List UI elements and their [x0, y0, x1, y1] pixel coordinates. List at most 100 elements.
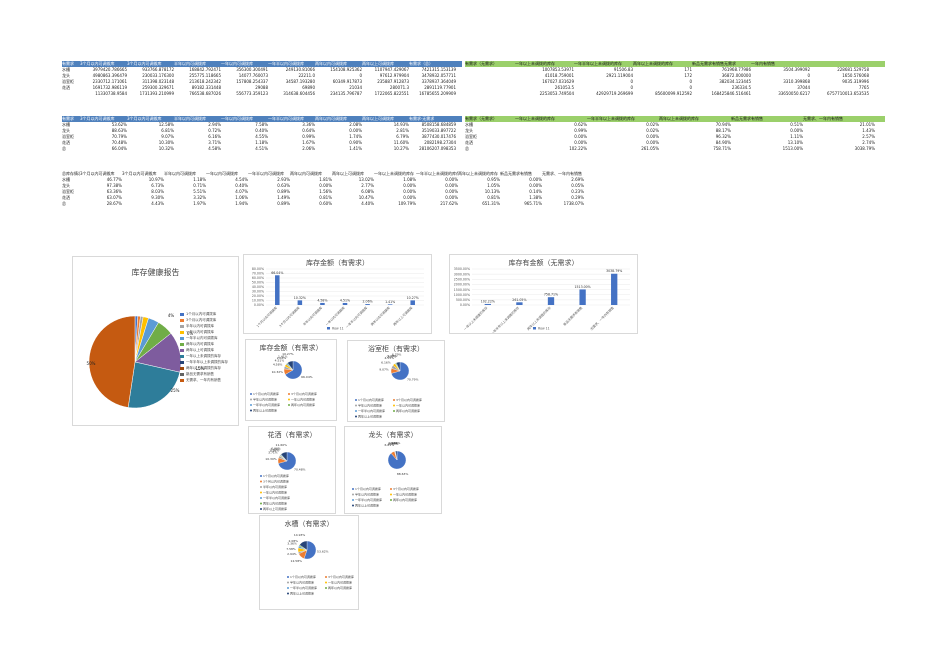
- table-row: 41018.759001 2921.119004 172 36872.000000 0 1…: [465, 73, 885, 79]
- pie-data-label: 50%: [87, 361, 96, 366]
- table-cell: 0.00%: [445, 195, 458, 200]
- x-tick-label: 无需求、一年内有销售: [589, 305, 615, 331]
- legend-item: 3个月以内可调拨库: [180, 317, 228, 323]
- pie-data-label: 9.07%: [379, 368, 389, 372]
- legend-swatch: [180, 312, 184, 316]
- table-cell: 4.51%: [255, 146, 268, 151]
- table-cell: 3877430.017476: [421, 134, 456, 139]
- table-cell: 22211.0: [298, 73, 315, 78]
- table-row: 浴室柜 63.36% 8.03% 5.51% 4.07% 0.89% 1.56% 6.08% 0…: [62, 189, 662, 195]
- table-cell: 88.63%: [111, 128, 127, 133]
- y-tick-label: 40.00%: [252, 285, 264, 289]
- chart-stock-amount-nodemand[interactable]: 库存有金额（无需求） 0.00% 500.00% 1000.00% 1500.00% 2…: [449, 254, 638, 334]
- legend-swatch: [325, 581, 327, 584]
- legend-label: 3个月以内可调拨库: [396, 397, 422, 402]
- bar: [320, 302, 325, 305]
- table-row: 浴室柜 2330712.171061 311398.023148 213618.242…: [62, 79, 462, 85]
- table-cell: 1691732.986119: [92, 85, 127, 90]
- table-total-stock: 总库存情况 3个月以内可调拨库 3个月以内可调拨库 半年以内可调拨库 一年以内可调拨库一…: [62, 171, 662, 207]
- table-cell: 0.00%: [319, 183, 332, 188]
- table-cell: 3519033.897722: [421, 128, 456, 133]
- legend-item: 一年半年以上未调拨的库存: [180, 359, 228, 365]
- y-tick-label: 3500.00%: [454, 267, 470, 271]
- legend-swatch: [260, 497, 262, 499]
- table-cell: 1738.07%: [563, 201, 584, 206]
- chart-pie-vanity-demand[interactable]: 浴室柜（有需求） 70.79% 9.07% 6.16% 4.55% 0.99% 1.74%…: [347, 340, 445, 422]
- table-cell: 2891119.77901: [424, 85, 456, 90]
- table-row: 龙头 97.38% 6.73% 0.71% 0.40% 0.63% 0.00% 2.77% 0.…: [62, 183, 662, 189]
- legend-item: 两年以上未调拨的库存: [180, 365, 228, 371]
- legend-swatch: [390, 493, 392, 496]
- legend-swatch: [260, 502, 262, 505]
- legend-swatch: [355, 415, 357, 418]
- y-tick-label: 0.00%: [460, 303, 470, 307]
- table-row: 总 66.04% 10.32% 4.58% 4.51% 2.06% 1.41% 10.27% 2…: [62, 146, 462, 152]
- table-cell: 1.97%: [193, 201, 206, 206]
- y-tick-label: 0.00%: [254, 303, 264, 307]
- legend-label: 一年半以内可调拨库: [355, 497, 382, 502]
- table-cell: 234135.796787: [330, 91, 362, 96]
- legend-swatch: [180, 354, 184, 358]
- legend-label: 1个月以内可调拨库: [263, 473, 289, 478]
- pie-small-amount: 66.04% 10.32% 4.58%4.51%2.06%1.41%10.27% 1个…: [250, 352, 317, 413]
- table-cell: 0.00%: [445, 189, 458, 194]
- pie-slice: [280, 451, 288, 462]
- header-cell: 3个月以内可调拨库: [127, 61, 162, 66]
- header-cell: 两年以内可调拨库: [315, 61, 347, 66]
- bar-data-label: 102.22%: [481, 299, 495, 303]
- legend-label: 一年以内可调拨库: [328, 580, 352, 585]
- table-cell: 0: [807, 73, 810, 78]
- legend-swatch: [288, 393, 290, 395]
- chart-pie-faucet-demand[interactable]: 龙头（有需求） 88.63% 6.81% 0.72% 0.40% 0.64% 2.81% 1…: [344, 426, 442, 514]
- table-cell: 2253053.749504: [539, 91, 574, 96]
- header-cell: 3个月以内可调拨库: [80, 61, 115, 66]
- table-cell: 0.72%: [208, 128, 221, 133]
- pie-small-faucet: 88.63% 6.81%0.72%0.40%0.64%2.81% 1个月以内可调拨库…: [352, 441, 419, 508]
- legend-label: 一年以内可调拨库: [263, 490, 287, 495]
- table-cell: 3038.79%: [854, 146, 875, 151]
- pie-data-label: 4.51%: [275, 359, 285, 363]
- legend-swatch: [393, 399, 395, 401]
- table-cell: 5.51%: [193, 189, 206, 194]
- table-cell: 0.40%: [255, 128, 268, 133]
- y-tick-label: 500.00%: [456, 298, 470, 302]
- table-row: 总 28.67% 4.43% 1.97% 1.94% 0.89% 0.60% 4.40% 109…: [62, 201, 662, 207]
- chart-pie-sink-demand[interactable]: 水槽（有需求） 53.62% 12.58% 2.94% 7.58% 3.36% 2.08%…: [259, 515, 359, 610]
- table-row: 167027.031629 0 0 382034.123445 3310.399868 9…: [465, 79, 885, 85]
- table-cell: 96.32%: [715, 134, 731, 139]
- table-cell: 172: [684, 73, 692, 78]
- table-cell: 9035.319996: [842, 79, 869, 84]
- header-cell: 有需求（无需求）: [465, 61, 497, 66]
- legend-swatch: [180, 360, 184, 364]
- table-cell: 261053.5: [554, 85, 574, 90]
- y-tick-label: 70.00%: [252, 272, 264, 276]
- pie-slice: [287, 360, 294, 371]
- table-cell: 70.79%: [111, 134, 127, 139]
- table-cell: 168425846.516461: [711, 91, 751, 96]
- chart-stock-amount-demand[interactable]: 库存金额（有需求） 0.00% 10.00% 20.00% 30.00% 40.00% 5…: [243, 254, 432, 334]
- legend-swatch: [325, 587, 327, 589]
- header-cell: 一年以上未调拨的库存: [515, 116, 555, 121]
- header-cell: 一年半年以上未调拨的库存: [587, 116, 635, 121]
- legend-swatch: [180, 342, 184, 346]
- table-cell: 0.00%: [403, 195, 416, 200]
- chart-pie-shower-demand[interactable]: 花洒（有需求） 70.48% 10.30% 3.71% 1.18% 1.67% 0.90%…: [248, 426, 336, 514]
- table-row: 261053.5 0 0 236334.5 37044 7765: [465, 85, 885, 91]
- table-cell: 33650050.6217: [778, 91, 810, 96]
- x-tick-label: 半年以内可调拨库: [302, 305, 324, 327]
- y-tick-label: 2500.00%: [454, 277, 470, 281]
- legend-label: 两年以内可调拨库: [291, 402, 315, 407]
- pie-slice: [127, 361, 181, 409]
- chart-stock-health[interactable]: 库存健康报告 4% 6% 15% 25% 50% 1个月以内可调拨库 3个月以内可调拨库半…: [72, 256, 239, 426]
- table-cell: 21.01%: [859, 122, 875, 127]
- bar-data-label: 261.05%: [512, 298, 526, 302]
- table-cell: 0.99%: [574, 128, 587, 133]
- header-cell: 有需求（无需求）: [465, 116, 497, 121]
- table-cell: 水槽: [62, 122, 70, 127]
- table-cell: 1.49%: [277, 195, 290, 200]
- x-tick-label: 1个月以内可调拨库: [255, 305, 279, 329]
- table-row: 龙头 4980863.396479 230033.176300 255775.1186…: [62, 73, 462, 79]
- chart-pie-amount-demand[interactable]: 库存金额（有需求） 66.04% 10.32% 4.58% 4.51% 2.06% 1.4…: [245, 339, 337, 421]
- table-cell: 0.00%: [646, 134, 659, 139]
- legend-label: 一年半以内可调拨库: [253, 402, 280, 407]
